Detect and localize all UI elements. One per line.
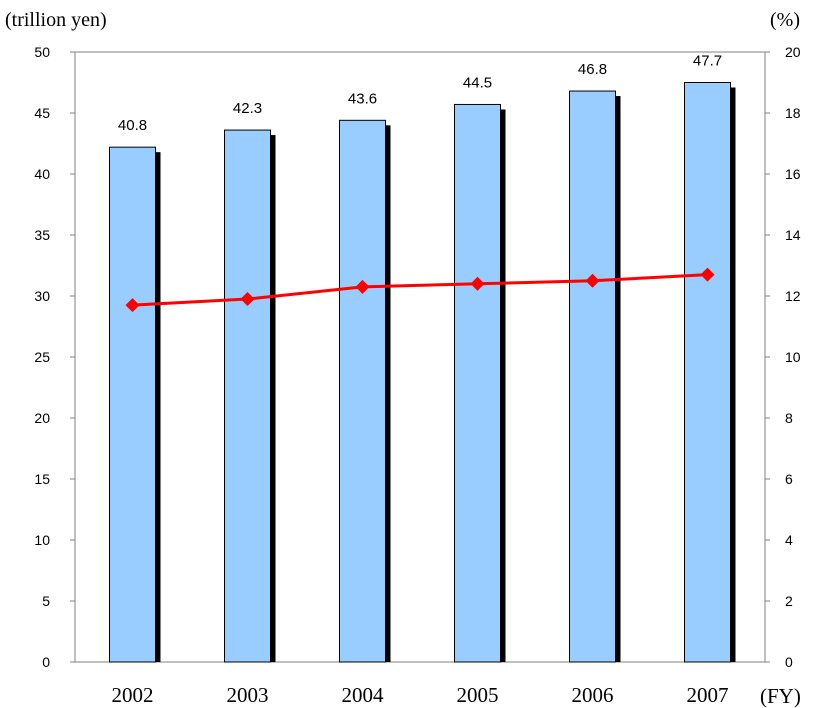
bar-data-label: 43.6 <box>348 90 377 107</box>
left-tick-label: 20 <box>34 410 50 426</box>
line-path <box>132 273 708 307</box>
category-axis: 2002 2003 2004 2005 2006 2007 <box>112 683 729 707</box>
left-tick-label: 5 <box>42 593 50 609</box>
right-tick-label: 14 <box>785 227 801 243</box>
left-axis: 0 5 10 15 20 25 30 35 40 45 50 <box>34 44 75 670</box>
left-tick-label: 10 <box>34 532 50 548</box>
bar-data-label: 42.3 <box>233 100 262 117</box>
bar-data-labels: 40.8 42.3 43.6 44.5 46.8 47.7 <box>118 53 722 135</box>
right-tick-label: 0 <box>785 654 793 670</box>
category-label: 2003 <box>227 683 269 707</box>
right-tick-label: 20 <box>785 44 801 60</box>
x-axis-unit-label: (FY) <box>760 684 801 708</box>
left-tick-label: 40 <box>34 166 50 182</box>
left-axis-unit-label: (trillion yen) <box>5 9 107 31</box>
line-point-marker <box>585 273 600 288</box>
bar <box>684 82 731 663</box>
left-tick-label: 15 <box>34 471 50 487</box>
category-label: 2007 <box>687 683 729 707</box>
right-tick-label: 2 <box>785 593 793 609</box>
category-label: 2004 <box>342 683 385 707</box>
right-tick-label: 18 <box>785 105 801 121</box>
line-point-marker <box>355 279 370 294</box>
bar <box>454 103 501 663</box>
right-tick-label: 4 <box>785 532 793 548</box>
bar-data-label: 40.8 <box>118 117 147 134</box>
left-tick-label: 45 <box>34 105 50 121</box>
left-tick-label: 50 <box>34 44 50 60</box>
category-label: 2005 <box>457 683 499 707</box>
right-axis: 0 2 4 6 8 10 12 14 16 18 20 <box>765 44 801 670</box>
plot-area-border <box>74 51 766 663</box>
line-point-marker <box>240 292 255 307</box>
left-tick-label: 35 <box>34 227 50 243</box>
bar <box>109 146 156 663</box>
bar-series <box>109 82 736 663</box>
bar <box>569 90 616 663</box>
category-label: 2002 <box>112 683 154 707</box>
right-axis-unit-label: (%) <box>770 9 800 31</box>
left-tick-label: 30 <box>34 288 50 304</box>
left-tick-label: 25 <box>34 349 50 365</box>
bar <box>339 119 386 663</box>
bar-data-label: 46.8 <box>578 61 607 78</box>
line-point-marker <box>125 298 140 313</box>
line-series <box>125 267 715 313</box>
right-tick-label: 10 <box>785 349 801 365</box>
bar <box>224 129 271 663</box>
line-point-marker <box>470 276 485 291</box>
right-tick-label: 12 <box>785 288 801 304</box>
line-point-marker <box>700 267 715 282</box>
right-tick-label: 16 <box>785 166 801 182</box>
bar-data-label: 44.5 <box>463 74 492 91</box>
category-label: 2006 <box>572 683 614 707</box>
bar-data-label: 47.7 <box>693 53 722 70</box>
right-tick-label: 6 <box>785 471 793 487</box>
left-tick-label: 0 <box>42 654 50 670</box>
right-tick-label: 8 <box>785 410 793 426</box>
